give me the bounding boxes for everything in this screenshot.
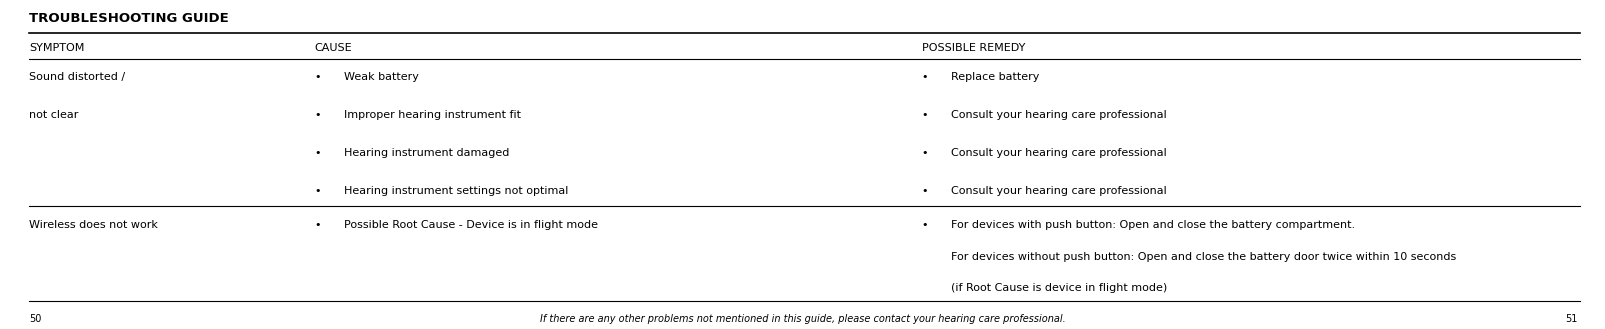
Text: •: • bbox=[315, 72, 321, 82]
Text: Consult your hearing care professional: Consult your hearing care professional bbox=[950, 148, 1165, 158]
Text: Improper hearing instrument fit: Improper hearing instrument fit bbox=[343, 110, 520, 120]
Text: Hearing instrument damaged: Hearing instrument damaged bbox=[343, 148, 509, 158]
Text: •: • bbox=[921, 148, 928, 158]
Text: CAUSE: CAUSE bbox=[315, 43, 351, 53]
Text: 50: 50 bbox=[29, 314, 42, 324]
Text: Wireless does not work: Wireless does not work bbox=[29, 220, 157, 230]
Text: •: • bbox=[315, 110, 321, 120]
Text: Consult your hearing care professional: Consult your hearing care professional bbox=[950, 110, 1165, 120]
Text: Consult your hearing care professional: Consult your hearing care professional bbox=[950, 186, 1165, 196]
Text: For devices with push button: Open and close the battery compartment.: For devices with push button: Open and c… bbox=[950, 220, 1355, 230]
Text: •: • bbox=[921, 186, 928, 196]
Text: •: • bbox=[921, 72, 928, 82]
Text: •: • bbox=[315, 220, 321, 230]
Text: For devices without push button: Open and close the battery door twice within 10: For devices without push button: Open an… bbox=[950, 252, 1456, 262]
Text: Hearing instrument settings not optimal: Hearing instrument settings not optimal bbox=[343, 186, 568, 196]
Text: TROUBLESHOOTING GUIDE: TROUBLESHOOTING GUIDE bbox=[29, 12, 228, 25]
Text: 51: 51 bbox=[1563, 314, 1576, 324]
Text: Possible Root Cause - Device is in flight mode: Possible Root Cause - Device is in fligh… bbox=[343, 220, 597, 230]
Text: If there are any other problems not mentioned in this guide, please contact your: If there are any other problems not ment… bbox=[539, 314, 1066, 324]
Text: not clear: not clear bbox=[29, 110, 79, 120]
Text: Replace battery: Replace battery bbox=[950, 72, 1038, 82]
Text: Weak battery: Weak battery bbox=[343, 72, 419, 82]
Text: POSSIBLE REMEDY: POSSIBLE REMEDY bbox=[921, 43, 1024, 53]
Text: (if Root Cause is device in flight mode): (if Root Cause is device in flight mode) bbox=[950, 283, 1167, 293]
Text: SYMPTOM: SYMPTOM bbox=[29, 43, 83, 53]
Text: •: • bbox=[315, 148, 321, 158]
Text: •: • bbox=[921, 220, 928, 230]
Text: •: • bbox=[921, 110, 928, 120]
Text: Sound distorted /: Sound distorted / bbox=[29, 72, 125, 82]
Text: •: • bbox=[315, 186, 321, 196]
